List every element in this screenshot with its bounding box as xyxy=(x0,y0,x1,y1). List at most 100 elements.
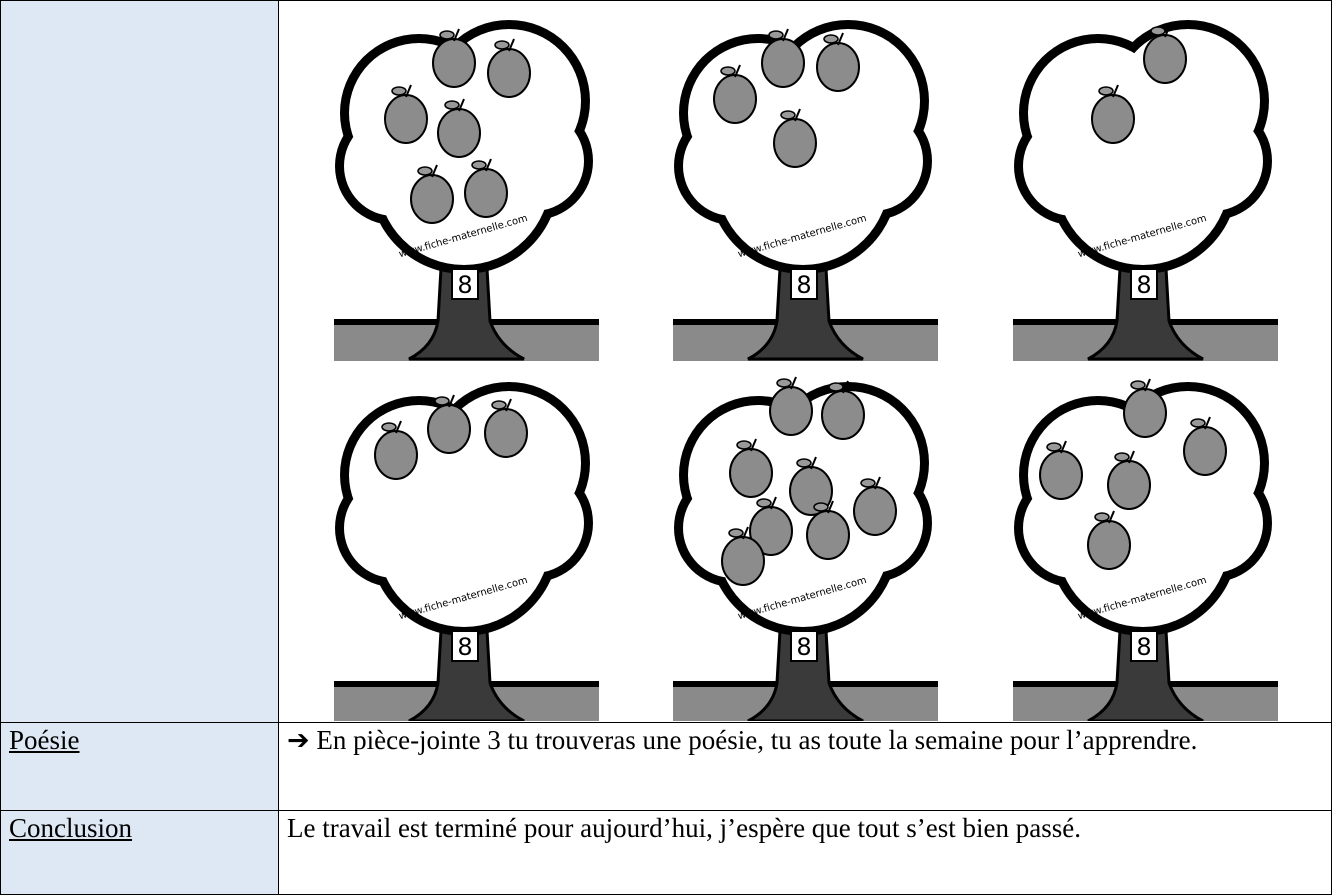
apple-leaf xyxy=(381,422,397,432)
apple-leaf xyxy=(720,66,736,76)
apple xyxy=(374,430,418,480)
apple-stem xyxy=(431,164,438,178)
tree-illustrations: www.fiche-maternelle.com8www.fiche-mater… xyxy=(334,20,1278,721)
apple xyxy=(1087,520,1131,570)
apple xyxy=(1039,450,1083,500)
apple-leaf xyxy=(1150,26,1166,36)
apple xyxy=(384,94,428,144)
apple-leaf xyxy=(444,100,460,110)
apple xyxy=(410,174,454,224)
apple-stem xyxy=(508,38,515,52)
apple-leaf xyxy=(1046,442,1062,452)
apple-leaf xyxy=(1130,380,1146,390)
apple-leaf xyxy=(1098,86,1114,96)
image-cell: www.fiche-maternelle.com 8 www.fiche-mater… xyxy=(278,0,1332,723)
apple-stem xyxy=(395,420,402,434)
apple xyxy=(806,510,850,560)
apple-leaf xyxy=(776,378,792,388)
tree-label: 8 xyxy=(796,633,811,661)
tree-label: 8 xyxy=(796,271,811,299)
apple xyxy=(1123,388,1167,438)
apple-stem xyxy=(1144,378,1151,392)
apple-stem xyxy=(405,84,412,98)
apple-stem xyxy=(874,476,881,490)
apple-stem xyxy=(790,376,797,390)
apple-stem xyxy=(770,496,777,510)
apple xyxy=(1183,426,1227,476)
trunk xyxy=(747,249,864,361)
label-box xyxy=(451,268,479,300)
apple xyxy=(713,74,757,124)
apple-leaf xyxy=(491,400,507,410)
apple xyxy=(821,390,865,440)
apple-leaf xyxy=(756,498,772,508)
apple-leaf xyxy=(796,458,812,468)
row-text: ➔ En pièce-jointe 3 tu trouveras une poé… xyxy=(278,722,1332,811)
apple xyxy=(437,108,481,158)
apple-stem xyxy=(782,28,789,42)
apple xyxy=(487,48,531,98)
apple-leaf xyxy=(828,382,844,392)
canopy xyxy=(1163,111,1263,211)
apple-stem xyxy=(453,28,460,42)
label-box xyxy=(1130,630,1158,662)
apple-stem xyxy=(734,64,741,78)
apple-leaf xyxy=(417,166,433,176)
apple xyxy=(1143,34,1187,84)
apple xyxy=(769,386,813,436)
trunk xyxy=(747,611,864,721)
tree-label: 8 xyxy=(457,633,472,661)
apple-leaf xyxy=(1190,418,1206,428)
apple xyxy=(484,408,528,458)
apple xyxy=(761,38,805,88)
apple-stem xyxy=(810,456,817,470)
apple xyxy=(432,38,476,88)
canopy xyxy=(823,111,923,211)
row-text: Le travail est terminé pour aujourd’hui,… xyxy=(278,810,1332,895)
label-box xyxy=(790,630,818,662)
trunk xyxy=(408,611,525,721)
apple xyxy=(729,448,773,498)
row-label: Poésie xyxy=(0,722,279,811)
apple xyxy=(773,118,817,168)
apple xyxy=(1107,460,1151,510)
apple-leaf xyxy=(813,502,829,512)
apple-leaf xyxy=(1114,452,1130,462)
apple-stem xyxy=(1108,510,1115,524)
apple-stem xyxy=(485,158,492,172)
apple-leaf xyxy=(391,86,407,96)
trunk xyxy=(1087,249,1204,361)
canopy xyxy=(484,111,584,211)
row-label: Conclusion xyxy=(0,810,279,895)
apple-leaf xyxy=(780,110,796,120)
trunk xyxy=(1087,611,1204,721)
apple-stem xyxy=(1128,450,1135,464)
apple-leaf xyxy=(1094,512,1110,522)
apple-stem xyxy=(837,32,844,46)
apple-stem xyxy=(1204,416,1211,430)
apple-stem xyxy=(1112,84,1119,98)
apple-stem xyxy=(1060,440,1067,454)
apple-leaf xyxy=(434,396,450,406)
canopy xyxy=(683,116,783,216)
apple-leaf xyxy=(736,440,752,450)
apple-stem xyxy=(505,398,512,412)
apple-leaf xyxy=(823,34,839,44)
label-box xyxy=(451,630,479,662)
apple-stem xyxy=(458,98,465,112)
apple xyxy=(1091,94,1135,144)
apple-stem xyxy=(842,380,849,394)
tree-label: 8 xyxy=(457,271,472,299)
canopy xyxy=(1023,116,1123,216)
image-row-label-cell xyxy=(0,0,279,723)
apple xyxy=(464,168,508,218)
canopy xyxy=(484,473,584,573)
apple-leaf xyxy=(768,30,784,40)
apple-leaf xyxy=(728,528,744,538)
